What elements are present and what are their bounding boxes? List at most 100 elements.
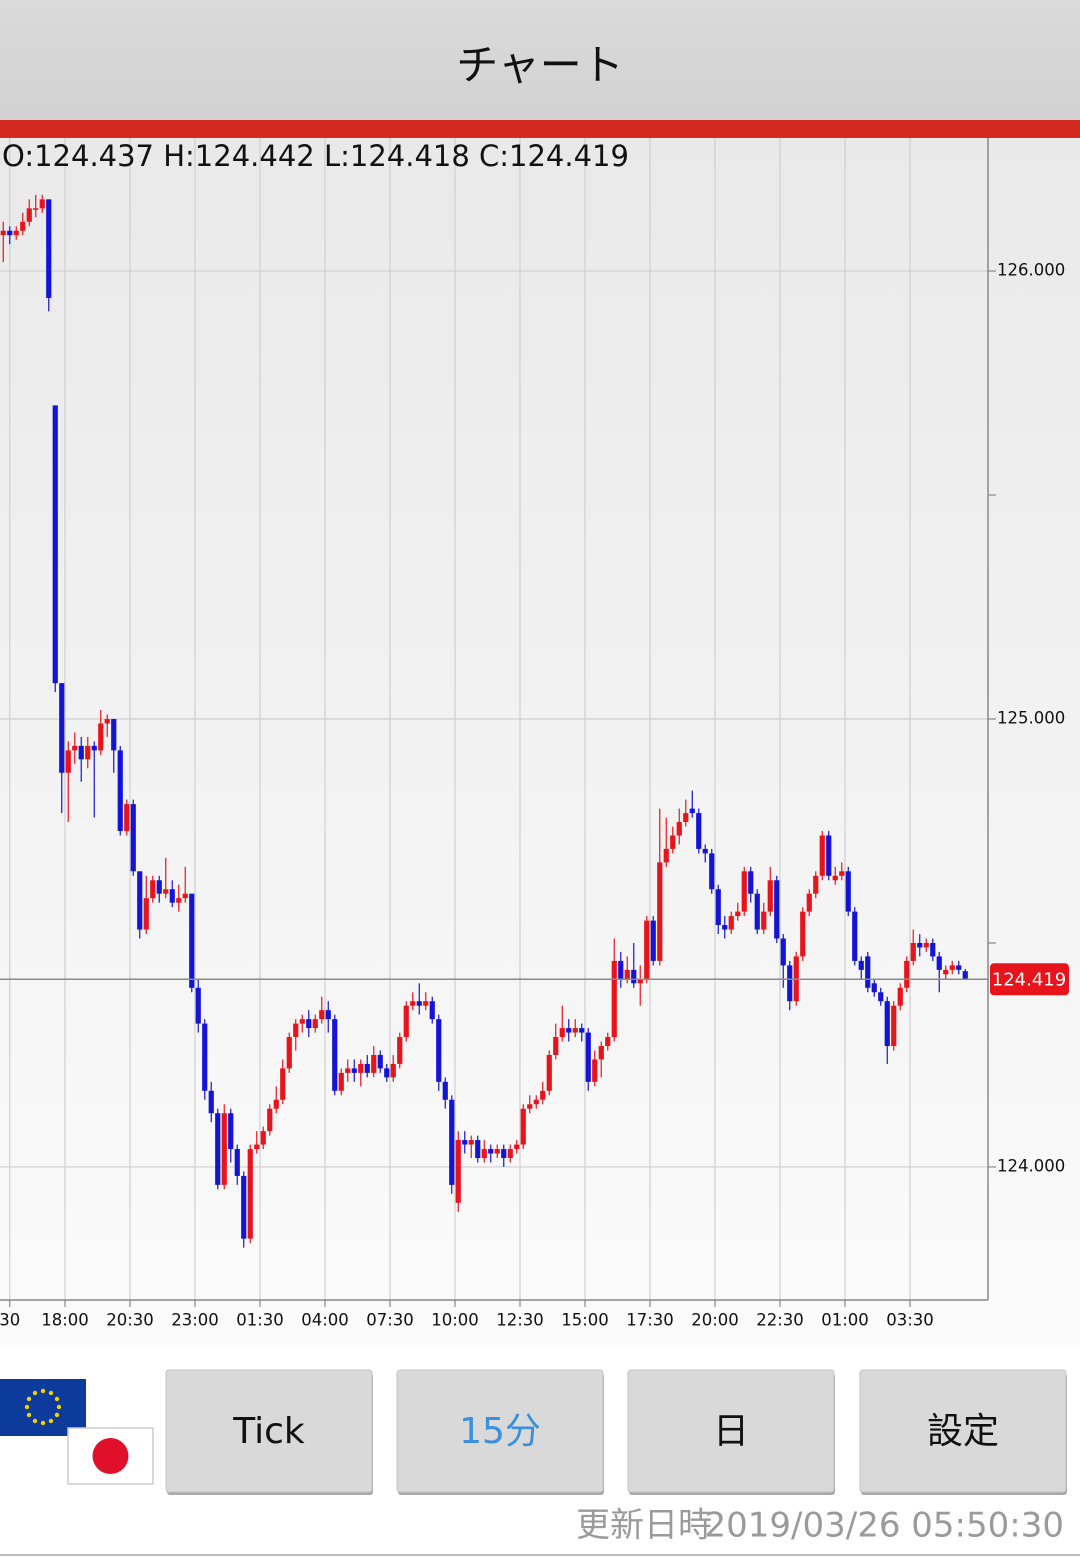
candle-body xyxy=(423,1001,429,1006)
y-tick-label: 126.000 xyxy=(997,261,1065,280)
candle-body xyxy=(208,1090,214,1114)
candle-body xyxy=(956,965,962,970)
candle-body xyxy=(377,1054,383,1069)
candle-body xyxy=(728,916,734,930)
candle-body xyxy=(949,965,955,970)
y-tick-label: 125.000 xyxy=(997,709,1065,728)
x-tick-label: 22:30 xyxy=(756,1311,804,1330)
candle-body xyxy=(618,960,624,979)
candle-body xyxy=(273,1099,279,1109)
x-tick-label: 30 xyxy=(0,1311,20,1330)
update-time: 2019/03/26 05:50:30 xyxy=(705,1506,1064,1546)
candle-body xyxy=(247,1149,253,1239)
candle-body xyxy=(540,1090,546,1100)
interval-button-label[interactable]: 15分 xyxy=(459,1411,541,1452)
candle-body xyxy=(819,835,825,876)
candle-body xyxy=(78,745,84,760)
candle-body xyxy=(254,1144,260,1150)
candle-body xyxy=(319,1010,325,1020)
candle-body xyxy=(98,723,104,751)
candle-body xyxy=(26,208,32,222)
candle-body xyxy=(585,1032,591,1082)
candle-body xyxy=(650,920,656,961)
candle-body xyxy=(670,835,676,849)
candle-body xyxy=(715,889,721,926)
candle-body xyxy=(546,1054,552,1091)
candle-body xyxy=(488,1149,494,1154)
candle-body xyxy=(605,1037,611,1047)
candle-body xyxy=(566,1028,572,1033)
candle-body xyxy=(475,1140,481,1158)
candle-body xyxy=(962,971,968,980)
candle-body xyxy=(644,920,650,979)
candle-body xyxy=(553,1037,559,1055)
candle-body xyxy=(813,875,819,894)
candle-body xyxy=(260,1131,266,1145)
interval-button[interactable] xyxy=(165,1369,373,1493)
candle-body xyxy=(111,719,117,751)
candle-body xyxy=(397,1037,403,1064)
candle-body xyxy=(429,1001,435,1020)
candle-body xyxy=(481,1149,487,1158)
candle-body xyxy=(39,199,45,209)
candle-body xyxy=(689,808,695,814)
interval-button[interactable] xyxy=(627,1369,835,1493)
candle-body xyxy=(130,804,136,872)
candle-body xyxy=(91,745,97,751)
candle-body xyxy=(299,1019,305,1024)
candle-body xyxy=(169,889,175,903)
interval-button-label[interactable]: Tick xyxy=(232,1411,305,1452)
candle-body xyxy=(221,1113,227,1185)
candle-body xyxy=(163,889,169,894)
x-tick-label: 03:30 xyxy=(886,1311,934,1330)
candle-body xyxy=(741,871,747,912)
candle-body xyxy=(241,1175,247,1239)
header-title: チャート xyxy=(456,41,624,90)
candle-body xyxy=(735,911,741,917)
candle-body xyxy=(280,1068,286,1100)
x-tick-label: 07:30 xyxy=(366,1311,414,1330)
candle-body xyxy=(137,871,143,930)
interval-button[interactable] xyxy=(859,1369,1067,1493)
interval-button[interactable] xyxy=(396,1369,604,1493)
candle-body xyxy=(449,1099,455,1185)
eu-stars xyxy=(24,1388,62,1426)
candle-body xyxy=(351,1068,357,1073)
candle-body xyxy=(20,221,26,231)
candle-body xyxy=(702,848,708,854)
candle-body xyxy=(631,969,637,984)
candle-body xyxy=(806,893,812,912)
jp-flag-disc xyxy=(92,1438,129,1474)
candle-body xyxy=(7,230,13,236)
candle-body xyxy=(709,853,715,890)
candle-body xyxy=(215,1113,221,1185)
candle-body xyxy=(325,1010,331,1020)
interval-button-label[interactable]: 設定 xyxy=(927,1411,999,1452)
candle-body xyxy=(176,898,182,903)
candle-body xyxy=(845,871,851,912)
candle-body xyxy=(657,862,663,961)
interval-button-label[interactable]: 日 xyxy=(713,1411,749,1452)
candle-body xyxy=(358,1063,364,1073)
candle-body xyxy=(624,969,630,979)
update-label: 更新日時 xyxy=(576,1506,712,1546)
candle-body xyxy=(871,983,877,993)
candle-body xyxy=(338,1072,344,1091)
candle-body xyxy=(202,1023,208,1091)
candle-body xyxy=(124,804,130,831)
candle-body xyxy=(494,1149,500,1154)
candle-body xyxy=(611,960,617,1038)
candle-body xyxy=(774,880,780,939)
candle-body xyxy=(930,942,936,957)
candle-body xyxy=(754,893,760,930)
candle-body xyxy=(923,942,929,948)
candle-body xyxy=(832,875,838,881)
candle-body xyxy=(228,1113,234,1150)
candle-body xyxy=(59,683,65,773)
candle-body xyxy=(852,911,858,961)
candle-body xyxy=(312,1019,318,1029)
candle-body xyxy=(156,880,162,894)
candle-body xyxy=(598,1046,604,1060)
candle-body xyxy=(364,1063,370,1073)
